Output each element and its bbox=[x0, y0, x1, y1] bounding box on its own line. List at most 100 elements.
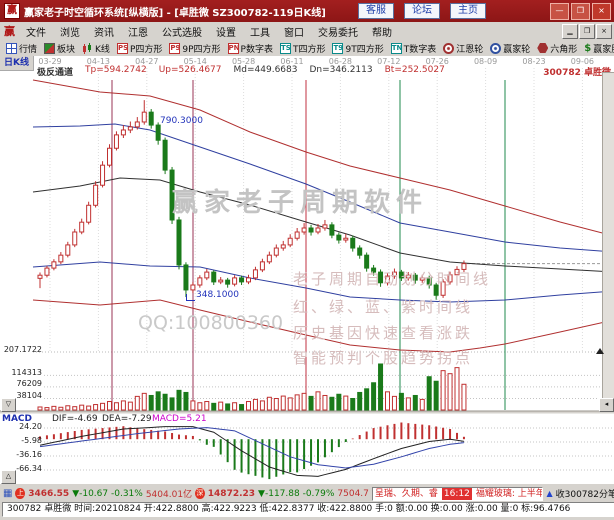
toolbar-label: 板块 bbox=[57, 44, 76, 55]
blocks-icon bbox=[44, 42, 56, 54]
watermark-line: 历史基因快速查看涨跌 bbox=[293, 324, 474, 342]
toolbar-button-t9-square[interactable]: T9 9T四方形 bbox=[332, 42, 384, 55]
menu-item-4[interactable]: 公式选股 bbox=[162, 27, 202, 39]
date-axis-label: 06-11 bbox=[280, 57, 303, 66]
date-axis-label: 08-09 bbox=[474, 57, 497, 66]
period-label[interactable]: 日K线 bbox=[0, 56, 34, 71]
toolbar-button-blocks[interactable]: 板块 bbox=[44, 42, 75, 55]
watermark-line: 智能预判个股趋势拐点 bbox=[293, 349, 474, 367]
minimize-button[interactable]: — bbox=[550, 3, 569, 20]
tick-data-link[interactable]: 收300782分笔 bbox=[555, 490, 614, 500]
date-axis-label: 07-12 bbox=[377, 57, 400, 66]
channel-line-Tp bbox=[32, 79, 614, 237]
toolbar-button-p9-square[interactable]: P9 9P四方形 bbox=[169, 42, 221, 55]
toolbar-button-t-number[interactable]: TN T数字表 bbox=[390, 42, 437, 55]
menu-item-2[interactable]: 资讯 bbox=[94, 27, 114, 39]
toolbar-button-p-number[interactable]: PN P数字表 bbox=[227, 42, 273, 55]
watermark-line: 红、绿、蓝、紫时间线 bbox=[293, 298, 474, 316]
news-time-chip: 16:12 bbox=[441, 487, 472, 500]
news-ticker[interactable]: 呈瑞、久期、睿 16:12 福耀玻璃: 上半年 bbox=[371, 486, 544, 501]
indicator-param-tp: Tp=594.2742 bbox=[85, 65, 147, 75]
scroll-left-button[interactable]: ◂ bbox=[599, 398, 614, 412]
volume-pane-collapse-button[interactable]: ▽ bbox=[1, 398, 16, 412]
sh-index-change: ▼-10.67 -0.31% bbox=[72, 488, 143, 499]
toolbar-label: 行情 bbox=[19, 44, 38, 55]
menu-item-3[interactable]: 江恩 bbox=[128, 27, 148, 39]
toolbar-label: 赢家服务 bbox=[593, 44, 614, 55]
toolbar-label: 赢家轮 bbox=[503, 44, 531, 55]
window-controls: — ❒ × bbox=[550, 3, 611, 20]
titlebar-quick-links: 客服 论坛 主页 bbox=[358, 3, 486, 19]
macd-scale-label: -5.98 bbox=[21, 436, 42, 445]
macd-value: MACD=5.21 bbox=[152, 414, 207, 424]
toolbar-button-hexagon[interactable]: 六角形 bbox=[537, 42, 577, 55]
keyboard-icon[interactable]: ▦ bbox=[3, 488, 13, 499]
sz-index-change: ▼-117.88 -0.79% bbox=[258, 488, 335, 499]
mdi-minimize-button[interactable]: ▁ bbox=[562, 24, 578, 39]
news-ticker-text2: 福耀玻璃: 上半年 bbox=[475, 488, 544, 499]
low-price-connector bbox=[186, 294, 195, 301]
p-square-icon: PS bbox=[116, 42, 129, 54]
toolbar-button-p-square[interactable]: PS P四方形 bbox=[116, 42, 162, 55]
news-ticker-text: 呈瑞、久期、睿 bbox=[374, 488, 438, 499]
toolbar-button-kline[interactable]: K线 bbox=[82, 42, 110, 55]
toolbar-label: T数字表 bbox=[403, 44, 437, 55]
low-price-label: 348.1000 bbox=[196, 290, 239, 300]
homepage-button[interactable]: 主页 bbox=[450, 3, 486, 19]
p-number-icon: PN bbox=[227, 42, 240, 54]
toolbar-button-service-dollar[interactable]: $赢家服务 bbox=[584, 42, 614, 55]
pane-corner-marker bbox=[596, 348, 604, 354]
toolbar-button-t-square[interactable]: TS T四方形 bbox=[279, 42, 325, 55]
macd-scale-label: 24.20 bbox=[19, 422, 42, 431]
menu-item-0[interactable]: 文件 bbox=[26, 27, 46, 39]
stock-code-name-label: 300782 卓胜微 bbox=[543, 68, 611, 78]
date-axis-label: 07-26 bbox=[426, 57, 449, 66]
date-axis-label: 03-29 bbox=[38, 57, 61, 66]
toolbar-label: K线 bbox=[95, 44, 110, 55]
toolbar-button-quote-grid[interactable]: 行情 bbox=[6, 42, 37, 55]
menu-bar: 赢 文件 浏览 资讯 江恩 公式选股 设置 工具 窗口 交易委托 帮助 ▁ ❒ × bbox=[0, 22, 614, 41]
toolbar: 行情 板块 K线 PS P四方形 P9 9P四方形 PN P数字表 TS T四方形 T9 9T四方形 TN… bbox=[0, 40, 614, 57]
date-axis-label: 05-14 bbox=[184, 57, 207, 66]
date-axis-label: 09-06 bbox=[571, 57, 594, 66]
menu-item-6[interactable]: 工具 bbox=[250, 27, 270, 39]
watermark-brand: 赢家老子周期软件 bbox=[172, 188, 429, 218]
toolbar-button-winner-wheel[interactable]: 赢家轮 bbox=[490, 42, 530, 55]
watermark-qq: QQ:100800360 bbox=[138, 312, 284, 334]
menu-item-1[interactable]: 浏览 bbox=[60, 27, 80, 39]
volume-scale-label: 76209 bbox=[16, 379, 42, 388]
mdi-restore-button[interactable]: ❒ bbox=[579, 24, 595, 39]
t-square-icon: TS bbox=[279, 42, 291, 54]
toolbar-label: 9P四方形 bbox=[182, 44, 221, 55]
menu-item-9[interactable]: 帮助 bbox=[372, 27, 392, 39]
restore-button[interactable]: ❒ bbox=[571, 3, 590, 20]
customer-service-button[interactable]: 客服 bbox=[358, 3, 394, 19]
t-number-icon: TN bbox=[390, 42, 403, 54]
macd-scale-label: -36.16 bbox=[16, 450, 42, 459]
macd-dea-line bbox=[39, 427, 465, 469]
close-button[interactable]: × bbox=[592, 3, 611, 20]
channel-line-Dn bbox=[32, 261, 614, 303]
mdi-close-button[interactable]: × bbox=[596, 24, 612, 39]
menu-item-7[interactable]: 窗口 bbox=[284, 27, 304, 39]
menu-item-8[interactable]: 交易委托 bbox=[318, 27, 358, 39]
indicator-param-dn: Dn=346.2113 bbox=[309, 65, 373, 75]
menu-item-5[interactable]: 设置 bbox=[216, 27, 236, 39]
sh-index-amount: 5404.01亿 bbox=[145, 490, 193, 500]
macd-pane-label[interactable]: MACD bbox=[2, 414, 32, 424]
indicator-name: 极反通道 bbox=[37, 68, 74, 78]
volume-scale-label: 38104 bbox=[16, 391, 42, 400]
toolbar-button-gann-wheel[interactable]: 江恩轮 bbox=[443, 42, 483, 55]
volume-scale-label: 114313 bbox=[11, 368, 42, 377]
chart-panel: 03-29 04-13 04-27 05-14 05-28 06-11 06-28 07-12… bbox=[0, 56, 614, 484]
indicator-param-bt: Bt=252.5027 bbox=[384, 65, 445, 75]
channel-line-Md bbox=[32, 177, 614, 273]
forum-button[interactable]: 论坛 bbox=[404, 3, 440, 19]
hexagon-icon bbox=[537, 43, 549, 53]
macd-pane-expand-button[interactable]: △ bbox=[1, 470, 16, 484]
date-axis-label: 04-13 bbox=[87, 57, 110, 66]
channel-line-Up bbox=[32, 123, 614, 253]
chart-canvas[interactable]: 03-29 04-13 04-27 05-14 05-28 06-11 06-28 07-12… bbox=[0, 56, 614, 484]
gann-wheel-icon bbox=[443, 42, 455, 54]
date-axis-label: 06-28 bbox=[329, 57, 352, 66]
